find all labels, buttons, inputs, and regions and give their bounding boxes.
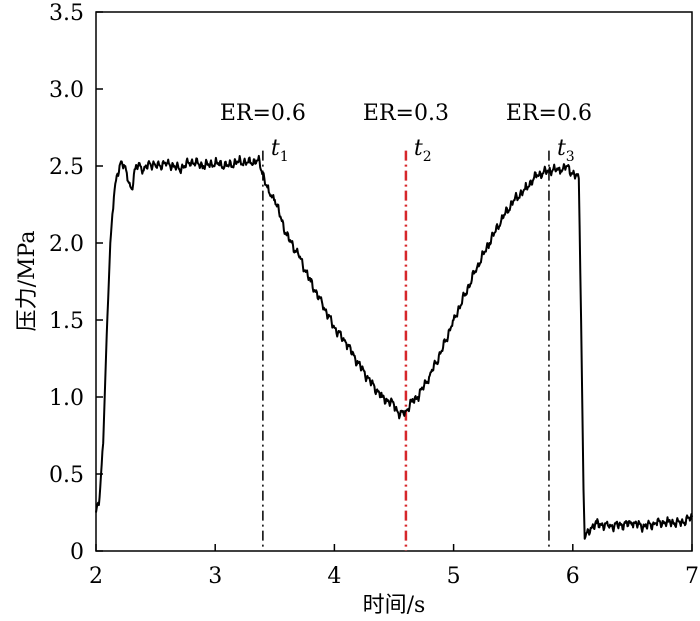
y-tick-label: 1.5 [49,309,84,334]
x-tick-label: 6 [566,564,580,589]
y-tick-label: 2.5 [49,155,84,180]
event-time-symbol: t [271,136,280,161]
x-tick-label: 2 [89,564,103,589]
plot-frame [95,11,693,552]
event-marker-label: ER=0.6 [506,101,592,126]
axis-ticks: 2 3 4 5 6 7 0 0.5 1.0 1.5 2.0 2.5 3.0 3.5 [49,1,699,589]
event-time-subscript: 2 [423,149,432,165]
x-tick-label: 7 [685,564,699,589]
event-time-subscript: 1 [280,149,289,165]
event-time-symbol: t [414,136,423,161]
y-tick-label: 3.0 [49,78,84,103]
y-tick-label: 1.0 [49,386,84,411]
x-tick-label: 4 [327,564,341,589]
event-time-symbol: t [557,136,566,161]
event-time-subscript: 3 [566,149,575,165]
y-tick-label: 3.5 [49,1,84,26]
pressure-series-line [95,154,693,540]
event-time-label: t1 [271,136,289,165]
y-tick-label: 2.0 [49,232,84,257]
x-tick-label: 3 [208,564,222,589]
y-axis-label: 压力/MPa [15,231,40,332]
y-tick-label: 0.5 [49,463,84,488]
event-marker-label: ER=0.6 [220,101,306,126]
x-tick-label: 5 [447,564,461,589]
y-tick-label: 0 [70,540,84,565]
event-time-label: t2 [414,136,432,165]
event-time-label: t3 [557,136,575,165]
x-axis-label: 时间/s [363,593,426,618]
event-marker-label: ER=0.3 [363,101,449,126]
